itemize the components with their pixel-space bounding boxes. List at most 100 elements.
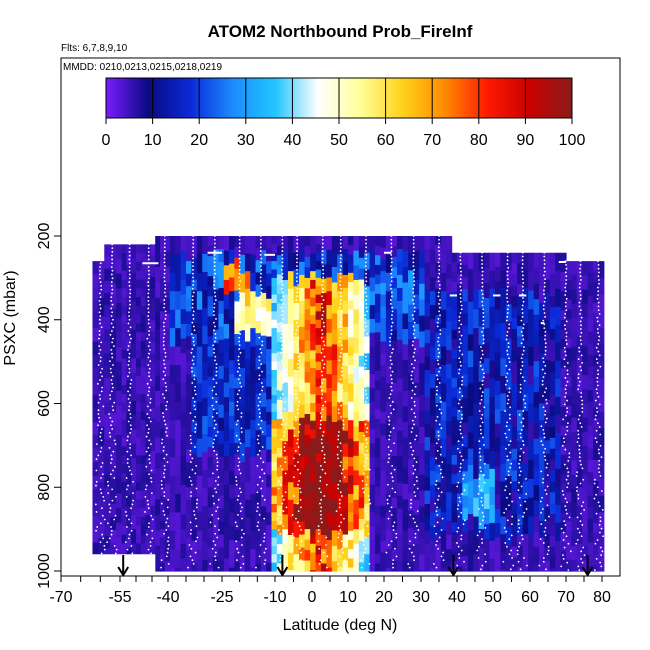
heatmap-cell xyxy=(92,515,99,530)
heatmap-cell xyxy=(160,319,166,329)
flight-track-point xyxy=(340,393,342,396)
flight-track-point xyxy=(596,320,599,323)
heatmap-cell xyxy=(494,452,501,467)
colorbar-tick-label: 0 xyxy=(102,132,111,149)
heatmap-cell xyxy=(250,530,257,550)
flight-track-point xyxy=(435,480,438,482)
flight-track-point xyxy=(111,488,114,491)
flight-track-point xyxy=(281,359,283,362)
flight-track-point xyxy=(130,522,133,525)
heatmap-cell xyxy=(353,485,360,501)
heatmap-cell xyxy=(494,423,501,439)
heatmap-cell xyxy=(402,514,409,531)
flight-track-point xyxy=(437,487,440,490)
heatmap-cell xyxy=(353,279,360,296)
heatmap-cell xyxy=(145,258,151,274)
flight-track-point xyxy=(130,337,132,340)
flight-track-point xyxy=(281,382,284,384)
heatmap-cell xyxy=(293,286,300,304)
heatmap-cell xyxy=(276,553,283,565)
heatmap-cell xyxy=(353,338,360,354)
flight-track-point xyxy=(99,349,102,351)
heatmap-cell xyxy=(457,472,463,484)
heatmap-cell xyxy=(121,314,127,325)
heatmap-cell xyxy=(321,506,327,522)
flight-track-point xyxy=(481,379,484,382)
flight-track-point xyxy=(597,467,600,470)
heatmap-cell xyxy=(282,236,289,252)
flight-track-point xyxy=(147,311,150,314)
flight-track-point xyxy=(321,314,324,317)
heatmap-cell xyxy=(593,554,599,566)
heatmap-cell xyxy=(571,446,578,462)
heatmap-cell xyxy=(467,546,474,564)
flight-track-point xyxy=(147,281,150,283)
flight-track-point xyxy=(456,447,459,450)
heatmap-cell xyxy=(396,236,404,250)
flight-track-point xyxy=(390,412,393,415)
flight-track-point xyxy=(364,321,367,324)
heatmap-cell xyxy=(435,429,442,439)
flight-track-point xyxy=(214,272,216,275)
flight-track-point xyxy=(340,404,343,407)
flight-track-point xyxy=(257,404,260,407)
flight-track-point xyxy=(261,468,263,471)
flight-track-point xyxy=(145,465,148,468)
heatmap-cell xyxy=(140,358,147,369)
heatmap-cell xyxy=(175,272,182,292)
flight-track-point xyxy=(147,251,150,253)
flight-track-point xyxy=(459,428,462,431)
heatmap-cell xyxy=(250,549,257,569)
heatmap-cell xyxy=(364,370,371,388)
flight-track-point xyxy=(260,257,263,260)
heatmap-cell xyxy=(396,430,404,445)
flight-track-point xyxy=(126,439,129,442)
heatmap-cell xyxy=(160,520,166,530)
flight-track-point xyxy=(260,487,263,490)
flight-track-point xyxy=(596,316,599,319)
heatmap-cell xyxy=(544,493,551,508)
heatmap-cell xyxy=(364,353,371,371)
heatmap-cell xyxy=(299,274,306,289)
heatmap-cell xyxy=(310,394,317,404)
heatmap-cell xyxy=(342,248,349,263)
flight-track-point xyxy=(339,302,342,305)
flight-track-point xyxy=(241,517,243,520)
heatmap-cell xyxy=(494,395,501,410)
heatmap-cell xyxy=(131,529,137,544)
heatmap-cell xyxy=(266,286,273,300)
flight-track-point xyxy=(113,439,116,442)
heatmap-cell xyxy=(169,512,176,532)
heatmap-cell xyxy=(375,418,381,430)
flight-track-point xyxy=(164,351,167,354)
flight-track-point xyxy=(235,423,238,426)
flight-track-point xyxy=(390,242,393,245)
heatmap-cell xyxy=(522,252,529,271)
heatmap-cell xyxy=(150,385,156,398)
flight-track-point xyxy=(579,290,582,293)
flight-track-point xyxy=(144,488,147,491)
heatmap-cell xyxy=(169,272,176,292)
heatmap-cell xyxy=(484,448,490,465)
flight-track-point xyxy=(295,333,297,335)
flight-track-point xyxy=(578,286,581,289)
flight-track-point xyxy=(481,255,483,258)
heatmap-cell xyxy=(582,560,589,572)
heatmap-cell xyxy=(169,254,176,274)
heatmap-cell xyxy=(304,413,311,426)
heatmap-cell xyxy=(131,472,137,488)
flight-track-point xyxy=(414,438,417,441)
heatmap-cell xyxy=(549,448,556,461)
flight-track-point xyxy=(477,508,480,510)
heatmap-cell xyxy=(287,359,295,378)
heatmap-cell xyxy=(145,372,151,388)
flight-track-point xyxy=(543,327,546,330)
heatmap-cell xyxy=(560,532,567,543)
heatmap-cell xyxy=(266,512,273,526)
flight-track-point xyxy=(594,542,597,545)
heatmap-cell xyxy=(511,546,518,559)
flight-track-point xyxy=(392,427,395,430)
flight-track-point xyxy=(259,310,262,313)
flight-track-point xyxy=(460,432,462,435)
flight-track-point xyxy=(108,503,111,506)
